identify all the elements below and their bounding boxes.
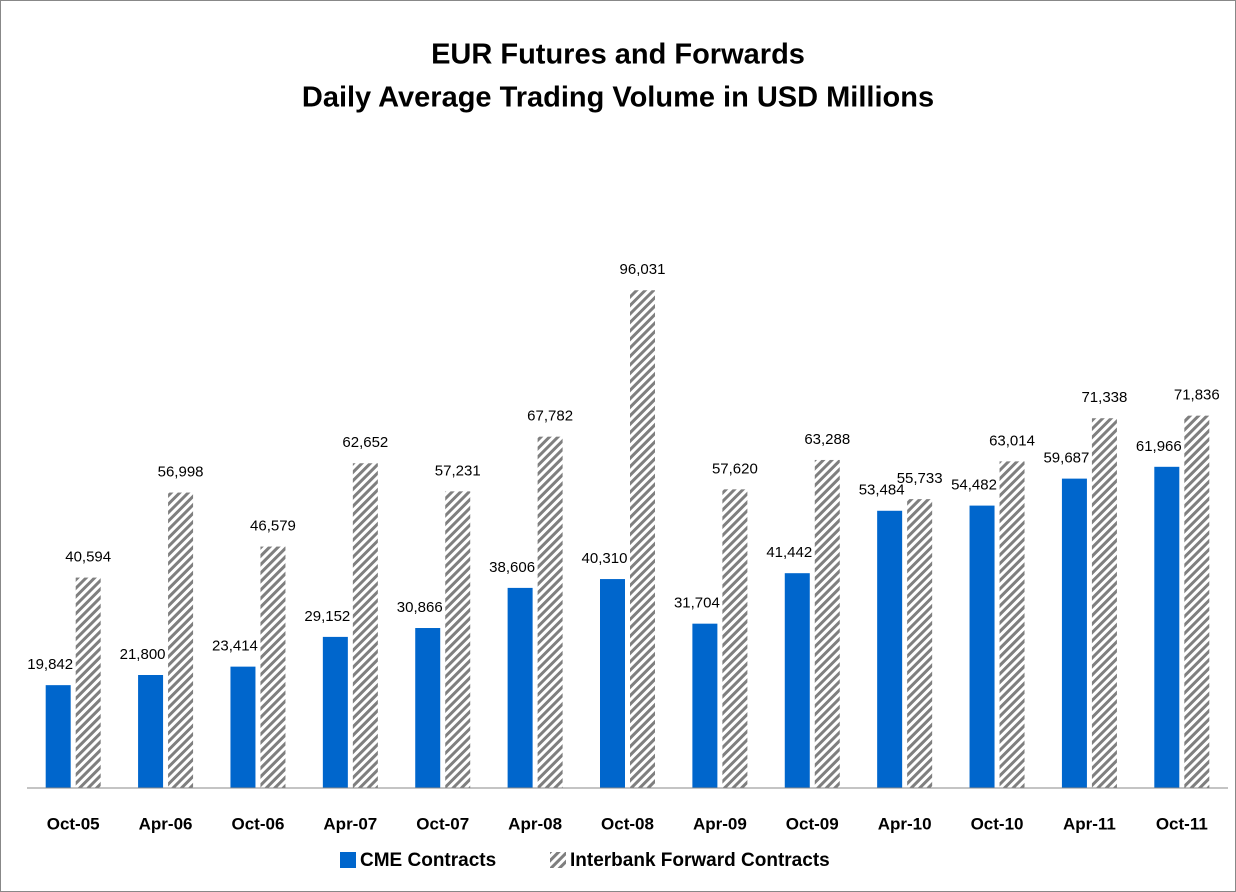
- bar: [969, 505, 995, 788]
- data-label: 67,782: [527, 408, 573, 425]
- x-tick-label: Oct-11: [1156, 814, 1208, 833]
- data-label: 59,687: [1043, 450, 1089, 467]
- bar: [877, 510, 903, 788]
- legend-swatch: [550, 852, 566, 868]
- legend-label: Interbank Forward Contracts: [570, 850, 830, 871]
- x-tick-label: Apr-09: [693, 814, 747, 833]
- x-tick-label: Apr-08: [508, 814, 562, 833]
- x-tick-label: Oct-09: [786, 814, 839, 833]
- data-label: 40,594: [65, 549, 111, 566]
- data-label: 40,310: [582, 550, 628, 567]
- bar: [1184, 415, 1210, 788]
- x-tick-label: Apr-10: [878, 814, 932, 833]
- bar: [260, 546, 286, 788]
- bar: [999, 461, 1025, 788]
- bar: [445, 491, 471, 788]
- x-tick-label: Apr-07: [323, 814, 377, 833]
- chart-subtitle: Daily Average Trading Volume in USD Mill…: [302, 82, 934, 114]
- data-label: 54,482: [951, 477, 997, 494]
- bar: [1061, 478, 1087, 788]
- data-label: 38,606: [489, 559, 535, 576]
- bar: [537, 436, 563, 788]
- x-tick-label: Oct-07: [416, 814, 469, 833]
- bar: [1154, 466, 1180, 788]
- data-label: 21,800: [120, 646, 166, 663]
- data-label: 41,442: [766, 544, 812, 561]
- bar: [138, 675, 164, 788]
- data-label: 23,414: [212, 638, 258, 655]
- bar: [692, 623, 718, 788]
- x-tick-label: Oct-05: [47, 814, 100, 833]
- chart-title: EUR Futures and Forwards: [431, 39, 805, 71]
- x-tick-label: Apr-11: [1063, 814, 1116, 833]
- bar: [784, 573, 810, 788]
- x-tick-label: Oct-08: [601, 814, 654, 833]
- x-tick-label: Oct-06: [232, 814, 285, 833]
- data-label: 57,620: [712, 460, 758, 477]
- data-label: 62,652: [342, 434, 388, 451]
- legend-swatch: [340, 852, 356, 868]
- bar: [45, 685, 71, 788]
- data-label: 56,998: [158, 464, 204, 481]
- data-label: 63,288: [804, 431, 850, 448]
- bar: [722, 489, 748, 788]
- data-label: 19,842: [27, 656, 73, 673]
- bar: [352, 463, 378, 788]
- bar: [415, 628, 441, 788]
- data-label: 55,733: [897, 470, 943, 487]
- data-label: 63,014: [989, 432, 1035, 449]
- data-label: 71,836: [1174, 387, 1220, 404]
- bar: [814, 459, 840, 788]
- bar: [322, 636, 348, 788]
- data-label: 29,152: [304, 608, 350, 625]
- data-label: 71,338: [1081, 389, 1127, 406]
- x-tick-label: Oct-10: [971, 814, 1024, 833]
- bar: [75, 577, 101, 788]
- bar: [507, 587, 533, 788]
- bar: [1091, 418, 1117, 788]
- data-label: 30,866: [397, 599, 443, 616]
- legend-label: CME Contracts: [360, 850, 496, 871]
- data-label: 61,966: [1136, 438, 1182, 455]
- bar: [168, 492, 194, 788]
- data-label: 46,579: [250, 518, 296, 535]
- bar: [630, 290, 655, 788]
- data-label: 31,704: [674, 595, 720, 612]
- data-label: 96,031: [620, 261, 666, 278]
- bar: [907, 499, 933, 788]
- data-label: 53,484: [859, 482, 905, 499]
- x-tick-label: Apr-06: [139, 814, 193, 833]
- bar: [600, 579, 625, 788]
- bar: [230, 666, 256, 788]
- data-label: 57,231: [435, 462, 481, 479]
